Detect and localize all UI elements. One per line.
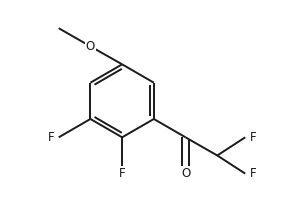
Text: F: F — [47, 131, 54, 144]
Text: O: O — [181, 167, 190, 180]
Text: O: O — [86, 40, 95, 53]
Text: F: F — [119, 167, 126, 180]
Text: F: F — [250, 167, 257, 180]
Text: F: F — [250, 131, 257, 144]
